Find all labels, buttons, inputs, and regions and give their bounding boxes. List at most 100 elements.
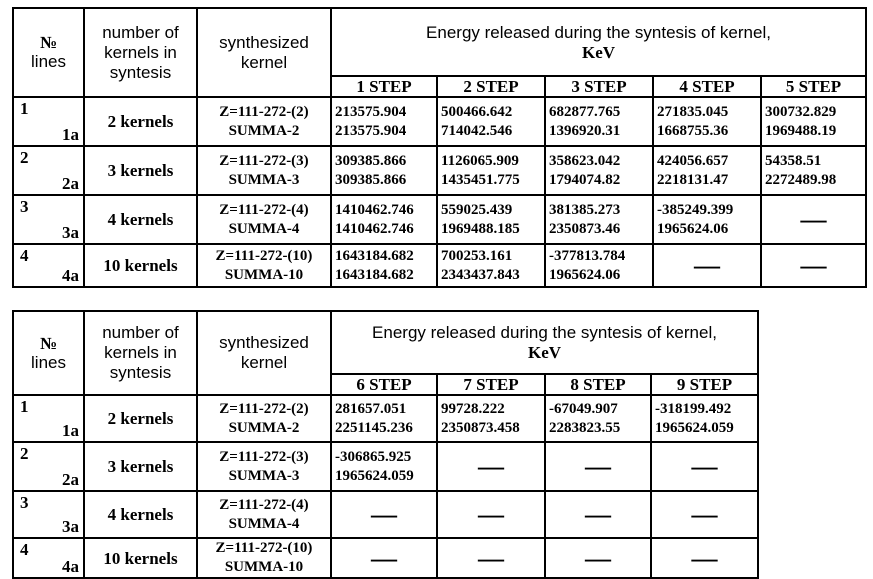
energy-cell: 1643184.682 1643184.682 xyxy=(330,243,438,288)
line-sub: 3a xyxy=(62,223,79,242)
header-row: № lines number of kernels in syntesis synth… xyxy=(12,310,759,396)
energy-value: 213575.904 xyxy=(335,122,407,139)
energy-cell: 381385.273 2350873.46 xyxy=(544,194,654,245)
energy-value: 424056.657 xyxy=(657,152,729,169)
kernel-formula: Z=111-272-(3) xyxy=(219,152,309,169)
energy-value: 309385.866 xyxy=(335,152,407,169)
energy-value: 714042.546 xyxy=(441,122,513,139)
kernels-cell: 2 kernels xyxy=(83,96,198,147)
energy-cell: 424056.657 2218131.47 xyxy=(652,145,762,196)
header-cell: synthesized kernel xyxy=(196,310,332,396)
energy-cell: 213575.904 213575.904 xyxy=(330,96,438,147)
energy-value: -385249.399 xyxy=(657,201,734,218)
kernel-cell: Z=111-272-(2) SUMMA-2 xyxy=(196,394,332,443)
header-cell: number of kernels in syntesis xyxy=(83,7,198,98)
step-header: 1 STEP xyxy=(330,75,438,98)
kernel-summa: SUMMA-2 xyxy=(228,419,300,436)
line-cell: 3 3a xyxy=(12,490,85,539)
data-row: 1 1a 2 kernels Z=111-272-(2) SUMMA-2 213575.9… xyxy=(12,96,867,147)
kernel-formula: Z=111-272-(10) xyxy=(215,540,313,556)
energy-cell: — xyxy=(436,537,546,579)
data-row: 1 1a 2 kernels Z=111-272-(2) SUMMA-2 281657.0… xyxy=(12,394,759,443)
energy-cell: 271835.045 1668755.36 xyxy=(652,96,762,147)
kernel-formula: Z=111-272-(3) xyxy=(219,448,309,465)
energy-value: 682877.765 xyxy=(549,103,621,120)
data-table: № lines number of kernels in syntesis synth… xyxy=(12,7,867,288)
kernel-formula: Z=111-272-(2) xyxy=(219,400,309,417)
energy-value: 2350873.458 xyxy=(441,419,520,436)
energy-unit: KeV xyxy=(581,42,616,62)
energy-value: -67049.907 xyxy=(549,400,618,417)
line-sub: 3a xyxy=(62,517,79,536)
energy-value: 1969488.19 xyxy=(765,122,837,139)
line-cell: 3 3a xyxy=(12,194,85,245)
line-cell: 2 2a xyxy=(12,441,85,492)
energy-cell: -318199.492 1965624.059 xyxy=(650,394,759,443)
energy-cell: -67049.907 2283823.55 xyxy=(544,394,652,443)
header-cell: Energy released during the syntesis of k… xyxy=(330,7,867,77)
kernel-cell: Z=111-272-(2) SUMMA-2 xyxy=(196,96,332,147)
energy-value: 358623.042 xyxy=(549,152,621,169)
energy-value: 300732.829 xyxy=(765,103,837,120)
energy-value: 1643184.682 xyxy=(335,247,414,264)
kernels-cell: 3 kernels xyxy=(83,441,198,492)
energy-title: Energy released during the syntesis of k… xyxy=(372,323,717,342)
energy-cell: — xyxy=(650,441,759,492)
energy-cell: — xyxy=(544,537,652,579)
energy-cell: — xyxy=(652,243,762,288)
line-cell: 1 1a xyxy=(12,394,85,443)
lines-label: lines xyxy=(31,352,66,372)
energy-cell: — xyxy=(650,490,759,539)
kernel-summa: SUMMA-3 xyxy=(228,171,300,188)
dash: — xyxy=(478,452,504,481)
line-cell: 4 4a xyxy=(12,537,85,579)
line-sub: 4a xyxy=(62,557,79,576)
energy-cell: 1126065.909 1435451.775 xyxy=(436,145,546,196)
energy-value: 309385.866 xyxy=(335,171,407,188)
energy-value: 1435451.775 xyxy=(441,171,520,188)
energy-cell: — xyxy=(544,441,652,492)
energy-cell: 54358.51 2272489.98 xyxy=(760,145,867,196)
step-header: 6 STEP xyxy=(330,373,438,396)
energy-value: 700253.161 xyxy=(441,247,513,264)
kernel-summa: SUMMA-10 xyxy=(224,266,304,283)
energy-value: 99728.222 xyxy=(441,400,505,417)
dash: — xyxy=(478,543,504,573)
data-row: 4 4a 10 kernels Z=111-272-(10) SUMMA-10 16431… xyxy=(12,243,867,288)
kernel-summa: SUMMA-2 xyxy=(228,122,300,139)
step-header: 5 STEP xyxy=(760,75,867,98)
line-number: 3 xyxy=(20,493,29,512)
energy-value: 2350873.46 xyxy=(549,220,621,237)
energy-value: 1410462.746 xyxy=(335,201,414,218)
number-sign: № xyxy=(39,33,58,52)
energy-value: 54358.51 xyxy=(765,152,822,169)
kernel-formula: Z=111-272-(2) xyxy=(219,103,309,120)
energy-value: 1965624.059 xyxy=(335,467,414,484)
line-sub: 2a xyxy=(62,470,79,489)
energy-cell: 500466.642 714042.546 xyxy=(436,96,546,147)
energy-value: 271835.045 xyxy=(657,103,729,120)
energy-value: 2218131.47 xyxy=(657,171,729,188)
energy-value: 281657.051 xyxy=(335,400,407,417)
energy-value: 1794074.82 xyxy=(549,171,621,188)
energy-value: 1965624.059 xyxy=(655,419,734,436)
energy-value: 381385.273 xyxy=(549,201,621,218)
kernel-formula: Z=111-272-(4) xyxy=(219,201,309,218)
dash: — xyxy=(800,205,827,234)
data-row: 2 2a 3 kernels Z=111-272-(3) SUMMA-3 -306865.… xyxy=(12,441,759,492)
energy-value: 500466.642 xyxy=(441,103,513,120)
energy-cell: — xyxy=(330,490,438,539)
energy-value: 2283823.55 xyxy=(549,419,621,436)
kernel-formula: Z=111-272-(10) xyxy=(215,247,313,264)
energy-value: 1410462.746 xyxy=(335,220,414,237)
energy-value: 1396920.31 xyxy=(549,122,621,139)
energy-cell: -377813.784 1965624.06 xyxy=(544,243,654,288)
energy-cell: -306865.925 1965624.059 xyxy=(330,441,438,492)
line-number: 2 xyxy=(20,444,29,463)
step-row: 6 STEP 7 STEP 8 STEP 9 STEP xyxy=(13,373,759,396)
energy-value: 1668755.36 xyxy=(657,122,729,139)
kernel-summa: SUMMA-4 xyxy=(228,220,300,237)
energy-title: Energy released during the syntesis of k… xyxy=(426,22,771,42)
dash: — xyxy=(800,251,827,280)
header-cell: number of kernels in syntesis xyxy=(83,310,198,396)
